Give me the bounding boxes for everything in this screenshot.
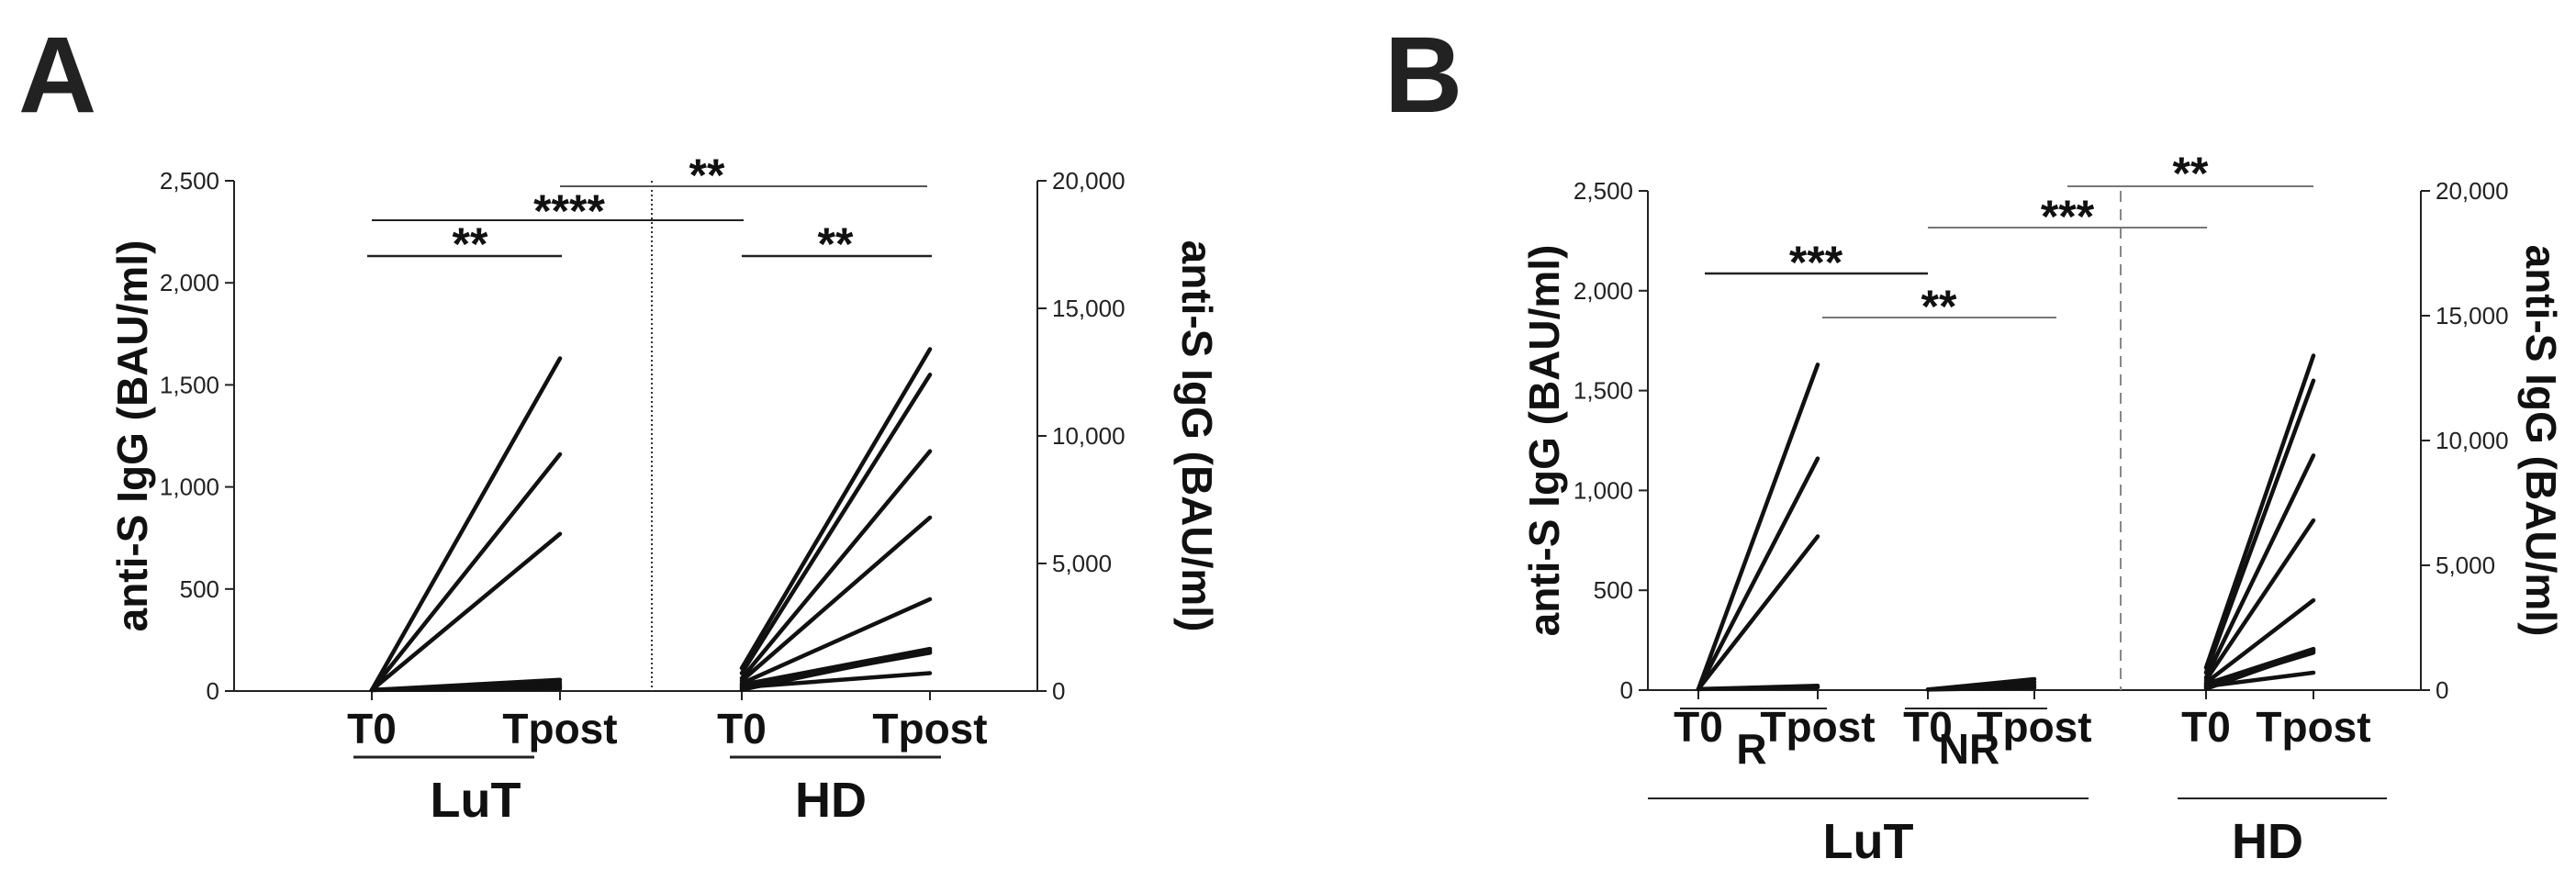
data-line-hd	[2203, 648, 2316, 691]
category-label: Tpost	[502, 705, 617, 753]
data-line-nr	[1925, 686, 2037, 692]
y-tick-label: 0	[1620, 676, 1633, 704]
y-tick-label: 1,500	[160, 371, 219, 398]
data-lines	[1696, 353, 2316, 692]
right-axis-title: anti-S IgG (BAU/ml)	[2517, 245, 2565, 637]
category-label: Tpost	[1977, 703, 2091, 751]
data-line-hd	[739, 648, 933, 692]
data-line-hd	[739, 597, 933, 686]
data-line-hd	[739, 373, 933, 675]
y-tick-label: 5,000	[1052, 550, 1112, 577]
y-tick-label: 1,500	[1574, 377, 1633, 405]
data-line-hd	[2203, 378, 2316, 675]
y-tick-label: 0	[1052, 677, 1065, 705]
y-tick-label: 2,000	[1574, 277, 1633, 305]
data-line-hd	[2203, 597, 2316, 686]
data-line-hd	[2203, 453, 2316, 680]
left-axis-title: anti-S IgG (BAU/ml)	[1520, 245, 1568, 637]
panel-letter-b: B	[1384, 15, 1462, 136]
panel-a: A 0 500 1,000 1,500 2,000 2,500 0 5,000 10,000 1…	[18, 15, 1221, 828]
category-label: Tpost	[2256, 703, 2370, 751]
category-label: T0	[1674, 703, 1723, 751]
data-line-hd	[739, 347, 933, 671]
right-ticks: 0 5,000 10,000 15,000 20,000	[1037, 167, 1126, 705]
y-tick-label: 0	[2436, 676, 2448, 704]
right-axis-title: anti-S IgG (BAU/ml)	[1173, 240, 1221, 632]
category-label: T0	[1903, 703, 1953, 751]
data-line-r	[1696, 456, 1820, 692]
y-tick-label: 10,000	[2436, 427, 2509, 454]
panel-b: B 0 500 1,000 1,500 2,000 2,500 0 5,000 10,000 1…	[1384, 15, 2565, 869]
y-tick-label: 10,000	[1052, 422, 1126, 450]
y-tick-label: 500	[180, 575, 219, 603]
sig-label: **	[1921, 281, 1957, 332]
category-label: T0	[717, 705, 767, 753]
y-tick-label: 1,000	[1574, 476, 1633, 504]
category-label: T0	[2181, 703, 2231, 751]
category-label: T0	[347, 705, 397, 753]
group-label-lut: LuT	[1823, 814, 1914, 869]
y-tick-label: 5,000	[2436, 552, 2495, 579]
left-ticks: 0 500 1,000 1,500 2,000 2,500	[1574, 177, 1648, 704]
group-label-r: R	[1736, 725, 1766, 773]
y-tick-label: 2,000	[160, 269, 219, 296]
y-tick-label: 1,000	[160, 474, 219, 501]
left-axis-title: anti-S IgG (BAU/ml)	[108, 240, 156, 632]
category-label: Tpost	[872, 705, 987, 753]
y-tick-label: 500	[1594, 576, 1633, 604]
y-tick-label: 20,000	[1052, 167, 1126, 195]
right-ticks: 0 5,000 10,000 15,000 20,000	[2421, 177, 2509, 704]
data-line-hd	[2203, 353, 2316, 670]
data-line-lut	[369, 356, 563, 693]
data-line-hd	[739, 515, 933, 684]
group-label-lut: LuT	[431, 773, 521, 828]
data-line-r	[1696, 685, 1820, 692]
data-line-hd	[2203, 518, 2316, 683]
y-tick-label: 2,500	[160, 167, 219, 195]
y-tick-label: 15,000	[2436, 302, 2509, 329]
data-line-r	[1696, 362, 1820, 692]
data-line-lut	[369, 531, 563, 693]
sig-label: **	[2173, 148, 2209, 199]
category-label: Tpost	[1760, 703, 1875, 751]
y-tick-label: 15,000	[1052, 295, 1126, 322]
sig-label: ***	[1789, 237, 1843, 288]
y-tick-label: 0	[207, 677, 219, 705]
left-ticks: 0 500 1,000 1,500 2,000 2,500	[160, 167, 234, 705]
sig-label: **	[453, 218, 488, 270]
panel-letter-a: A	[18, 15, 96, 136]
data-line-r	[1696, 534, 1820, 692]
sig-label: ***	[2041, 191, 2095, 242]
data-line-lut	[369, 686, 563, 693]
group-label-nr: NR	[1939, 725, 1999, 773]
sig-label: ****	[533, 185, 605, 237]
data-line-lut	[369, 452, 563, 693]
y-tick-label: 2,500	[1574, 177, 1633, 205]
sig-label: **	[818, 218, 854, 270]
sig-label: **	[689, 150, 725, 201]
group-label-hd: HD	[2232, 814, 2303, 869]
y-tick-label: 20,000	[2436, 177, 2509, 205]
data-line-hd	[739, 449, 933, 681]
group-label-hd: HD	[795, 773, 867, 828]
data-lines	[369, 347, 933, 693]
